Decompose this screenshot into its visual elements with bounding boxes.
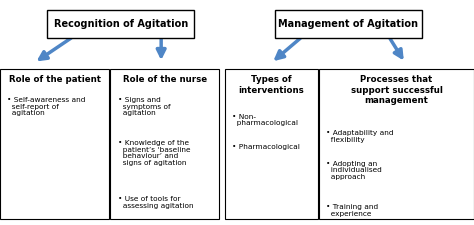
Text: Role of the patient: Role of the patient — [9, 75, 100, 84]
Text: • Non-
  pharmacological: • Non- pharmacological — [232, 114, 298, 126]
Text: • Adaptability and
  flexibility: • Adaptability and flexibility — [326, 130, 393, 143]
FancyBboxPatch shape — [0, 69, 109, 219]
FancyBboxPatch shape — [319, 69, 474, 219]
Text: Recognition of Agitation: Recognition of Agitation — [54, 19, 188, 29]
Text: • Self-awareness and
  self-report of
  agitation: • Self-awareness and self-report of agit… — [7, 97, 85, 116]
FancyBboxPatch shape — [110, 69, 219, 219]
Text: Role of the nurse: Role of the nurse — [123, 75, 207, 84]
FancyBboxPatch shape — [275, 9, 422, 38]
Text: • Pharmacological: • Pharmacological — [232, 144, 300, 150]
Text: • Use of tools for
  assessing agitation: • Use of tools for assessing agitation — [118, 196, 193, 209]
Text: Types of
interventions: Types of interventions — [238, 75, 304, 95]
FancyBboxPatch shape — [225, 69, 318, 219]
FancyBboxPatch shape — [47, 9, 194, 38]
Text: • Adopting an
  individualised
  approach: • Adopting an individualised approach — [326, 161, 382, 180]
Text: Processes that
support successful
management: Processes that support successful manage… — [351, 75, 442, 105]
Text: • Training and
  experience: • Training and experience — [326, 204, 378, 217]
Text: Management of Agitation: Management of Agitation — [278, 19, 419, 29]
Text: • Knowledge of the
  patient’s ‘baseline
  behaviour’ and
  signs of agitation: • Knowledge of the patient’s ‘baseline b… — [118, 140, 190, 166]
Text: • Signs and
  symptoms of
  agitation: • Signs and symptoms of agitation — [118, 97, 170, 116]
